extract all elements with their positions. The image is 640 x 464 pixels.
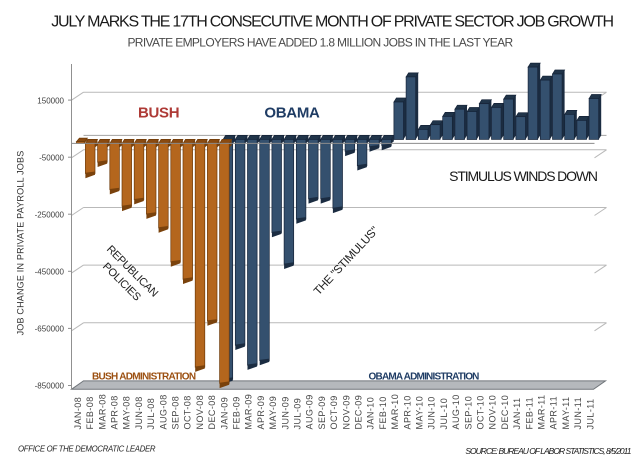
svg-text:OFFICE OF THE DEMOCRATIC LEADE: OFFICE OF THE DEMOCRATIC LEADER bbox=[18, 445, 156, 454]
svg-text:MAR-09: MAR-09 bbox=[244, 394, 254, 430]
svg-text:150000: 150000 bbox=[37, 96, 64, 105]
svg-text:MAR-10: MAR-10 bbox=[390, 394, 400, 430]
svg-text:JUL-11: JUL-11 bbox=[585, 398, 595, 429]
svg-text:JAN-08: JAN-08 bbox=[73, 397, 83, 430]
svg-text:JUN-09: JUN-09 bbox=[280, 396, 290, 429]
svg-text:JUN-08: JUN-08 bbox=[134, 396, 144, 429]
svg-text:DEC-09: DEC-09 bbox=[354, 395, 364, 430]
svg-text:MAY-08: MAY-08 bbox=[122, 396, 132, 430]
svg-text:JAN-11: JAN-11 bbox=[512, 397, 522, 429]
svg-text:AUG-10: AUG-10 bbox=[451, 394, 461, 429]
svg-text:APR-11: APR-11 bbox=[549, 396, 559, 430]
svg-text:FEB-09: FEB-09 bbox=[232, 396, 242, 429]
svg-text:-250000: -250000 bbox=[35, 210, 65, 219]
svg-text:-450000: -450000 bbox=[35, 268, 65, 277]
svg-text:AUG-08: AUG-08 bbox=[158, 394, 168, 429]
svg-text:-50000: -50000 bbox=[39, 153, 64, 162]
svg-text:NOV-10: NOV-10 bbox=[488, 395, 498, 430]
svg-text:OCT-08: OCT-08 bbox=[183, 395, 193, 429]
svg-text:-850000: -850000 bbox=[35, 382, 65, 391]
svg-text:APR-10: APR-10 bbox=[402, 395, 412, 429]
svg-text:JOB CHANGE IN PRIVATE PAYROLL: JOB CHANGE IN PRIVATE PAYROLL JOBS bbox=[16, 151, 26, 336]
svg-text:JAN-09: JAN-09 bbox=[219, 397, 229, 430]
svg-text:MAR-11: MAR-11 bbox=[537, 394, 547, 429]
svg-text:JAN-10: JAN-10 bbox=[366, 397, 376, 430]
svg-text:OCT-09: OCT-09 bbox=[329, 395, 339, 429]
svg-text:JUN-10: JUN-10 bbox=[427, 396, 437, 429]
svg-text:MAY-10: MAY-10 bbox=[415, 396, 425, 430]
svg-text:FEB-08: FEB-08 bbox=[85, 396, 95, 429]
svg-text:MAY-09: MAY-09 bbox=[268, 396, 278, 430]
svg-text:JULY MARKS THE 17TH CONSECUTIV: JULY MARKS THE 17TH CONSECUTIVE MONTH OF… bbox=[51, 14, 613, 31]
svg-text:SOURCE: BUREAU OF LABOR STATIS: SOURCE: BUREAU OF LABOR STATISTICS, 8/5/… bbox=[465, 446, 631, 456]
svg-text:NOV-08: NOV-08 bbox=[195, 395, 205, 430]
svg-text:SEP-09: SEP-09 bbox=[317, 396, 327, 430]
svg-text:BUSH ADMINISTRATION: BUSH ADMINISTRATION bbox=[92, 372, 196, 383]
svg-text:JUL-10: JUL-10 bbox=[439, 398, 449, 430]
svg-text:SEP-10: SEP-10 bbox=[463, 396, 473, 430]
svg-text:BUSH: BUSH bbox=[138, 105, 179, 122]
svg-text:APR-09: APR-09 bbox=[256, 395, 266, 429]
svg-text:NOV-09: NOV-09 bbox=[341, 395, 351, 430]
svg-text:MAY-11: MAY-11 bbox=[561, 396, 571, 429]
svg-text:OCT-10: OCT-10 bbox=[476, 395, 486, 429]
svg-text:DEC-08: DEC-08 bbox=[207, 395, 217, 430]
svg-text:MAR-08: MAR-08 bbox=[97, 394, 107, 430]
svg-text:STIMULUS WINDS DOWN: STIMULUS WINDS DOWN bbox=[449, 168, 597, 184]
svg-text:FEB-11: FEB-11 bbox=[524, 397, 534, 430]
svg-text:APR-08: APR-08 bbox=[110, 395, 120, 429]
svg-text:DEC-10: DEC-10 bbox=[500, 395, 510, 430]
svg-text:-650000: -650000 bbox=[35, 325, 65, 334]
svg-text:OBAMA ADMINISTRATION: OBAMA ADMINISTRATION bbox=[369, 372, 480, 383]
svg-text:PRIVATE EMPLOYERS HAVE ADDED 1: PRIVATE EMPLOYERS HAVE ADDED 1.8 MILLION… bbox=[127, 36, 513, 50]
svg-text:AUG-09: AUG-09 bbox=[305, 394, 315, 429]
svg-text:JUL-09: JUL-09 bbox=[293, 398, 303, 430]
svg-text:JUL-08: JUL-08 bbox=[146, 398, 156, 430]
svg-text:SEP-08: SEP-08 bbox=[171, 396, 181, 430]
svg-text:JUN-11: JUN-11 bbox=[573, 397, 583, 430]
svg-text:OBAMA: OBAMA bbox=[264, 105, 320, 122]
svg-text:FEB-10: FEB-10 bbox=[378, 396, 388, 429]
